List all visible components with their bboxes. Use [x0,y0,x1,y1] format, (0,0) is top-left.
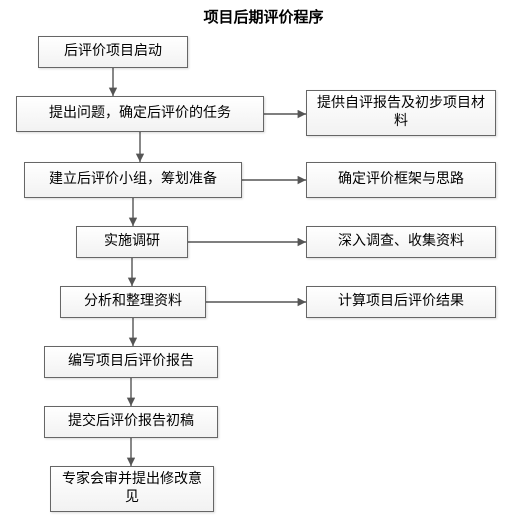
node-n5: 分析和整理资料 [60,286,206,318]
diagram-title: 项目后期评价程序 [0,6,527,27]
node-n7: 提交后评价报告初稿 [44,406,218,438]
node-n3: 建立后评价小组，筹划准备 [24,162,242,198]
node-n1: 后评价项目启动 [38,36,188,68]
edges-layer [0,0,527,526]
flowchart-canvas: { "title": "项目后期评价程序", "flowchart": { "t… [0,0,527,526]
node-n6: 编写项目后评价报告 [44,346,218,378]
node-r2: 提供自评报告及初步项目材料 [306,90,496,136]
node-r4: 深入调查、收集资料 [306,226,496,258]
node-n4: 实施调研 [76,226,188,258]
node-r5: 计算项目后评价结果 [306,286,496,318]
node-n8: 专家会审并提出修改意见 [50,466,214,512]
node-r3: 确定评价框架与思路 [306,162,496,198]
node-n2: 提出问题，确定后评价的任务 [16,96,264,132]
